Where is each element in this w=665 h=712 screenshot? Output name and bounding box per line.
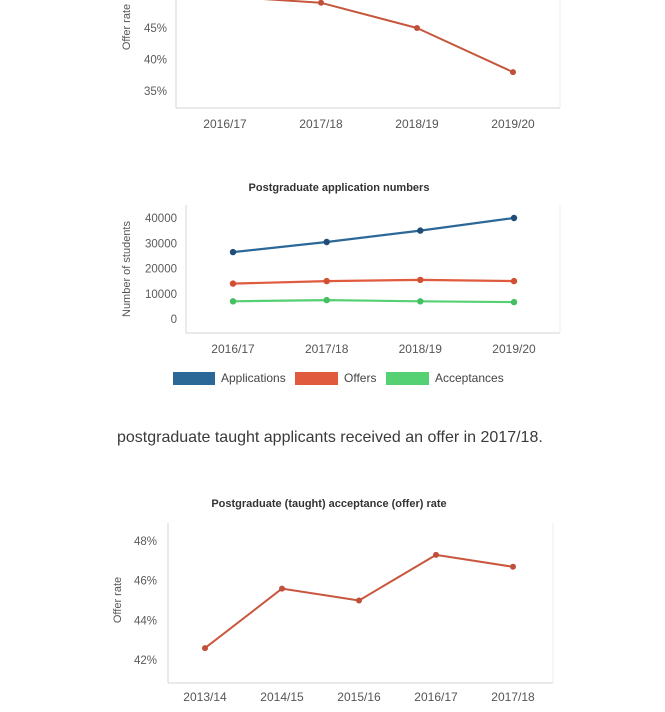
data-point-series (356, 597, 362, 604)
x-tick-label: 2016/17 (414, 690, 458, 704)
series-layer (229, 214, 518, 306)
y-axis-title: Offer rate (121, 4, 133, 50)
y-tick-label: 48% (134, 536, 157, 548)
offer-rate-chart-recent: Offer rate 45% 40% 35% 2016/17 2017/18 2018/… (105, 0, 565, 140)
data-point-series (510, 69, 516, 76)
data-point-applications (323, 238, 330, 246)
y-tick-label: 20000 (145, 264, 177, 276)
y-tick-label: 42% (134, 655, 157, 667)
data-point-offers (417, 276, 424, 284)
y-tick-labels: 40000 30000 20000 10000 0 (145, 213, 177, 326)
application-numbers-chart-svg: Postgraduate application numbers Number … (121, 182, 561, 385)
x-tick-label: 2019/20 (492, 342, 536, 356)
x-tick-label: 2016/17 (211, 342, 255, 356)
legend-label-offers: Offers (344, 371, 376, 385)
x-tick-label: 2015/16 (337, 690, 381, 704)
chart-title: Postgraduate application numbers (249, 182, 430, 194)
y-tick-label: 46% (134, 576, 157, 588)
legend-swatch-applications (173, 372, 215, 385)
offer-rate-chart-recent-svg: Offer rate 45% 40% 35% 2016/17 2017/18 2018/… (121, 0, 561, 131)
x-tick-label: 2017/18 (491, 690, 535, 704)
legend-item-acceptances: Acceptances (386, 371, 504, 385)
y-tick-label: 40% (144, 55, 167, 67)
legend: Applications Offers Acceptances (173, 371, 504, 385)
legend-swatch-acceptances (386, 372, 429, 385)
x-tick-label: 2018/19 (395, 117, 439, 131)
x-tick-label: 2013/14 (183, 690, 227, 704)
taught-offer-rate-chart-svg: Postgraduate (taught) acceptance (offer)… (112, 498, 554, 704)
x-tick-label: 2019/20 (491, 117, 535, 131)
taught-offer-rate-chart: Postgraduate (taught) acceptance (offer)… (100, 474, 560, 712)
data-point-series (279, 585, 285, 592)
y-tick-label: 0 (171, 314, 177, 326)
series-line-acceptances (231, 299, 516, 304)
y-tick-label: 45% (144, 23, 167, 35)
legend-swatch-offers (295, 372, 338, 385)
data-point-series (433, 551, 439, 558)
series-line-offers (231, 278, 516, 285)
x-tick-labels: 2016/17 2017/18 2018/19 2019/20 (203, 117, 535, 131)
x-tick-label: 2016/17 (203, 117, 247, 131)
y-tick-labels: 45% 40% 35% (144, 23, 167, 98)
y-tick-labels: 48% 46% 44% 42% (134, 536, 157, 667)
y-tick-label: 35% (144, 86, 167, 98)
x-tick-label: 2018/19 (399, 342, 443, 356)
y-tick-label: 44% (134, 615, 157, 627)
x-tick-label: 2017/18 (305, 342, 349, 356)
series-line-series (263, 0, 514, 74)
x-tick-labels: 2016/17 2017/18 2018/19 2019/20 (211, 342, 536, 356)
series-line-applications (231, 216, 516, 254)
legend-item-offers: Offers (295, 371, 376, 385)
data-point-offers (229, 280, 237, 287)
series-layer (263, 0, 516, 76)
data-point-acceptances (510, 298, 518, 306)
chart-title: Postgraduate (taught) acceptance (offer)… (211, 498, 446, 510)
x-tick-labels: 2013/14 2014/15 2015/16 2016/17 2017/18 (183, 690, 535, 704)
data-point-applications (417, 227, 424, 234)
x-tick-label: 2017/18 (299, 117, 343, 131)
y-tick-label: 10000 (145, 289, 177, 301)
data-point-offers (510, 277, 518, 285)
y-tick-label: 40000 (145, 213, 177, 225)
data-point-series (510, 563, 516, 570)
series-layer (202, 551, 516, 652)
data-point-series (414, 25, 420, 31)
article-paragraph-text: postgraduate taught applicants received … (117, 429, 543, 446)
data-point-acceptances (229, 298, 237, 305)
y-axis-title: Number of students (121, 221, 133, 317)
y-axis-title: Offer rate (112, 577, 124, 623)
data-point-series (202, 645, 208, 652)
data-point-series (318, 0, 324, 6)
data-point-acceptances (417, 298, 424, 305)
application-numbers-chart: Postgraduate application numbers Number … (105, 160, 565, 400)
data-point-applications (229, 248, 237, 256)
legend-label-acceptances: Acceptances (435, 371, 504, 385)
x-tick-label: 2014/15 (260, 690, 304, 704)
data-point-applications (510, 214, 518, 222)
legend-item-applications: Applications (173, 371, 286, 385)
data-point-acceptances (323, 296, 330, 304)
data-point-offers (323, 277, 330, 285)
y-tick-label: 30000 (145, 238, 177, 250)
legend-label-applications: Applications (221, 371, 286, 385)
